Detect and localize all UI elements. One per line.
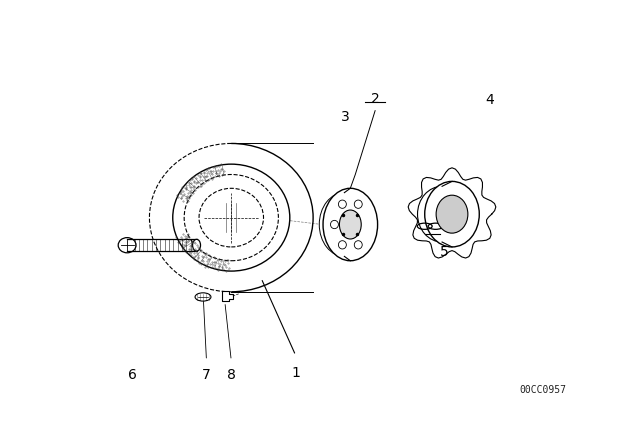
Text: 2: 2 xyxy=(371,91,380,106)
Polygon shape xyxy=(408,168,496,258)
Ellipse shape xyxy=(330,220,339,228)
Ellipse shape xyxy=(184,174,278,261)
Text: 6: 6 xyxy=(127,368,136,382)
Ellipse shape xyxy=(355,241,362,249)
Ellipse shape xyxy=(323,188,378,261)
Polygon shape xyxy=(222,291,233,301)
Text: 4: 4 xyxy=(485,93,493,107)
Text: 00CC0957: 00CC0957 xyxy=(519,385,566,395)
Text: 8: 8 xyxy=(227,368,236,382)
Ellipse shape xyxy=(436,195,468,233)
Ellipse shape xyxy=(173,164,290,271)
Text: 3: 3 xyxy=(341,111,349,125)
Text: 7: 7 xyxy=(202,368,211,382)
Ellipse shape xyxy=(339,210,361,239)
Ellipse shape xyxy=(195,293,211,301)
Ellipse shape xyxy=(199,188,264,247)
Text: 5: 5 xyxy=(440,245,449,259)
Text: 1: 1 xyxy=(291,366,300,380)
Ellipse shape xyxy=(339,200,346,208)
Ellipse shape xyxy=(425,181,479,247)
Ellipse shape xyxy=(193,239,200,251)
Ellipse shape xyxy=(417,186,467,242)
Ellipse shape xyxy=(118,237,136,253)
Ellipse shape xyxy=(355,200,362,208)
Ellipse shape xyxy=(319,193,369,256)
Ellipse shape xyxy=(339,241,346,249)
